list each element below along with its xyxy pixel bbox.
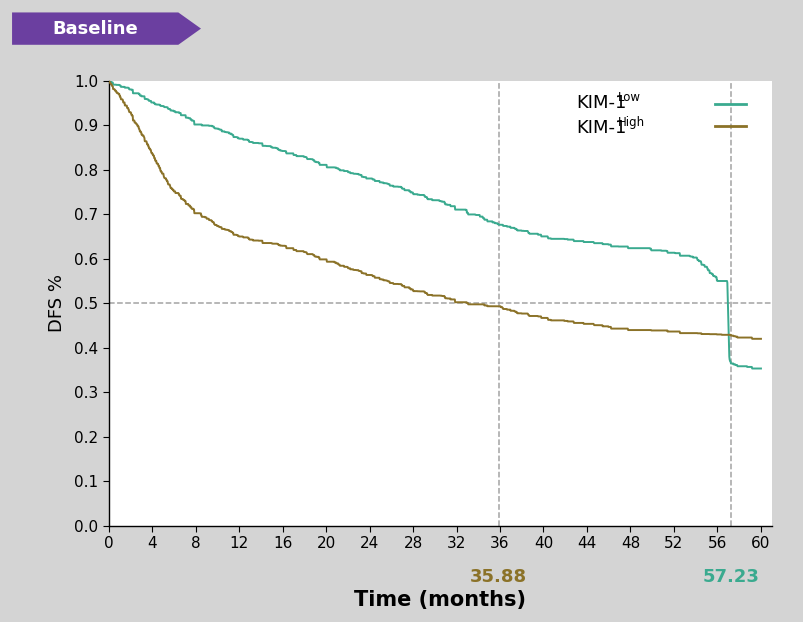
X-axis label: Time (months): Time (months)	[354, 590, 525, 610]
Text: KIM-1: KIM-1	[576, 119, 626, 137]
Text: High: High	[618, 116, 644, 129]
Polygon shape	[12, 12, 201, 45]
Y-axis label: DFS %: DFS %	[47, 274, 66, 332]
Text: Baseline: Baseline	[52, 20, 138, 37]
Text: 35.88: 35.88	[470, 568, 527, 586]
Text: KIM-1: KIM-1	[576, 94, 626, 112]
Text: 57.23: 57.23	[702, 568, 758, 586]
Legend: , : ,	[709, 92, 757, 140]
Text: Low: Low	[618, 91, 640, 104]
